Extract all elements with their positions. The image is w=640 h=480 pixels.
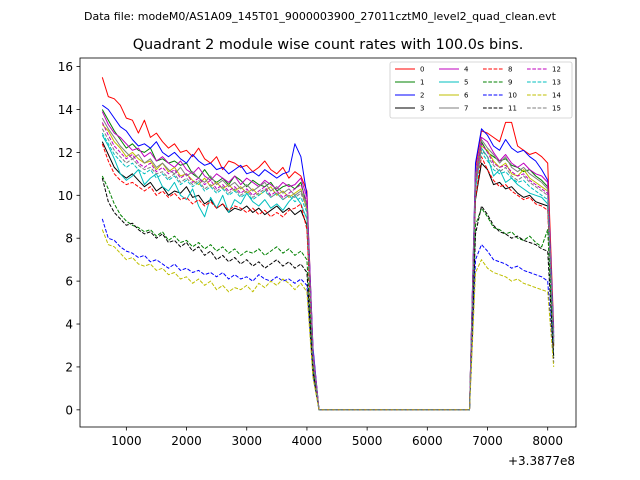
chart-title: Quadrant 2 module wise count rates with …	[133, 37, 524, 53]
series-line-7	[101, 117, 555, 411]
legend-label-15: 15	[552, 105, 561, 113]
x-tick-label: 6000	[412, 434, 443, 448]
axes-frame	[79, 57, 577, 428]
series-line-10	[101, 218, 555, 411]
series-line-14	[101, 229, 555, 411]
x-tick-label: 8000	[532, 434, 563, 448]
x-axis: 1000 2000 3000 4000 5000 6000 7000 8000	[111, 427, 563, 448]
y-tick-label: 8	[65, 232, 73, 246]
series-line-11	[101, 177, 555, 411]
legend-label-7: 7	[464, 105, 468, 113]
series-line-0	[101, 77, 555, 411]
x-tick-label: 1000	[111, 434, 142, 448]
y-tick-label: 4	[65, 318, 73, 332]
y-axis: 0 2 4 6 8 10 12 14 16	[58, 60, 80, 417]
y-tick-label: 16	[58, 60, 73, 74]
x-offset-label: +3.3877e8	[508, 454, 575, 468]
legend-label-3: 3	[420, 105, 424, 113]
series-line-13	[101, 132, 555, 411]
legend-frame	[389, 61, 573, 119]
series-line-2	[102, 104, 555, 411]
series-line-3	[101, 141, 555, 411]
legend-label-10: 10	[508, 92, 517, 100]
x-tick-label: 4000	[292, 434, 323, 448]
legend-label-2: 2	[420, 92, 424, 100]
x-tick-label: 7000	[472, 434, 503, 448]
legend-label-11: 11	[508, 105, 517, 113]
suptitle: Data file: modeM0/AS1A09_145T01_90000039…	[84, 10, 557, 23]
legend-label-12: 12	[552, 66, 561, 74]
y-tick-label: 0	[65, 403, 73, 417]
x-tick-label: 3000	[231, 434, 262, 448]
series-line-12	[101, 122, 555, 411]
legend-label-4: 4	[464, 66, 469, 74]
legend-label-0: 0	[420, 66, 424, 74]
data-lines	[101, 77, 555, 411]
legend-label-6: 6	[464, 92, 469, 100]
series-line-15	[101, 128, 555, 411]
y-tick-label: 12	[58, 146, 73, 160]
y-tick-label: 6	[65, 275, 73, 289]
legend-label-1: 1	[420, 79, 424, 87]
series-line-8	[101, 143, 555, 411]
x-tick-label: 2000	[171, 434, 202, 448]
legend-label-9: 9	[508, 79, 512, 87]
legend-label-14: 14	[552, 92, 561, 100]
x-tick-label: 5000	[352, 434, 383, 448]
legend-label-5: 5	[464, 79, 468, 87]
y-tick-label: 14	[58, 103, 73, 117]
y-tick-label: 2	[65, 360, 73, 374]
legend-label-8: 8	[508, 66, 512, 74]
series-line-9	[101, 175, 555, 411]
y-tick-label: 10	[58, 189, 73, 203]
legend-label-13: 13	[552, 79, 561, 87]
